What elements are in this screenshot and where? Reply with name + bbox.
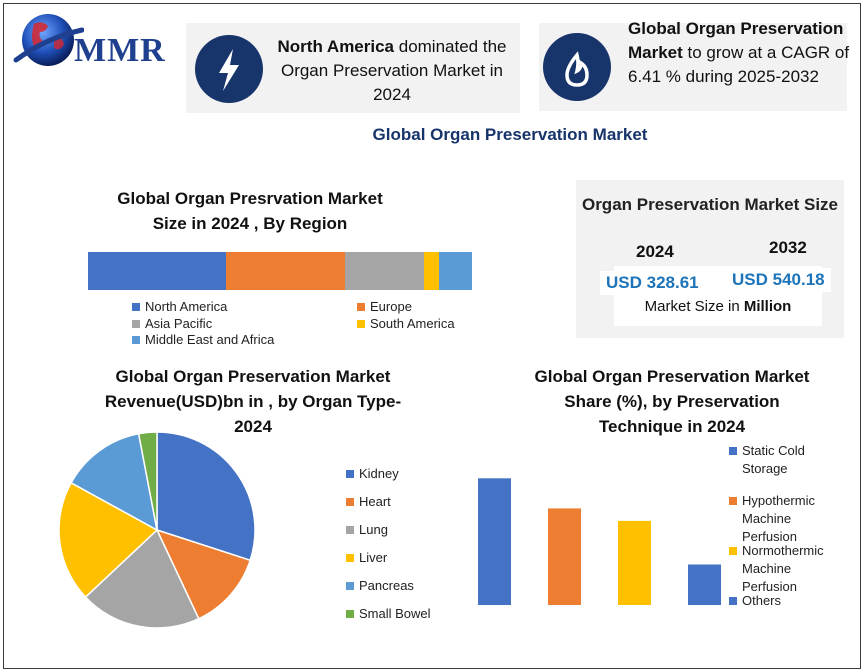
market-size-title: Organ Preservation Market Size bbox=[581, 195, 839, 214]
legend-swatch bbox=[346, 497, 354, 506]
callout-left-circle bbox=[195, 35, 263, 103]
legend-heart: Heart bbox=[346, 494, 391, 509]
legend-middle-east-and-africa: Middle East and Africa bbox=[132, 332, 274, 347]
legend-label: Liver bbox=[359, 550, 388, 565]
pie-slice-kidney bbox=[156, 431, 256, 562]
logo-text: MMR bbox=[74, 32, 166, 69]
legend-europe: Europe bbox=[357, 299, 412, 314]
legend-label: Asia Pacific bbox=[145, 316, 213, 331]
legend-label: Europe bbox=[370, 299, 412, 314]
year-2032: 2032 bbox=[769, 238, 807, 257]
legend-label: North America bbox=[145, 299, 228, 314]
market-size-note-prefix: Market Size in bbox=[644, 298, 744, 315]
legend-swatch bbox=[346, 553, 354, 562]
legend-label: Static Cold Storage bbox=[742, 443, 805, 476]
callout-left-bold: North America bbox=[277, 37, 395, 56]
legend-label: Kidney bbox=[359, 466, 399, 481]
legend-swatch bbox=[729, 447, 737, 455]
legend-south-america: South America bbox=[357, 316, 455, 331]
legend-swatch bbox=[729, 497, 737, 505]
legend-kidney: Kidney bbox=[346, 466, 399, 481]
bar-hypothermic-machine-perfusion bbox=[548, 508, 581, 605]
legend-hypothermic-machine-perfusion: Hypothermic Machine Perfusion bbox=[729, 492, 841, 546]
legend-swatch bbox=[132, 335, 140, 344]
legend-swatch bbox=[729, 597, 737, 605]
bar-normothermic-machine-perfusion bbox=[618, 520, 651, 605]
pie-slice-heart bbox=[155, 528, 252, 620]
legend-normothermic-machine-perfusion: Normothermic Machine Perfusion bbox=[729, 542, 841, 596]
legend-swatch bbox=[132, 302, 140, 311]
legend-swatch bbox=[346, 525, 354, 534]
market-size-box: Organ Preservation Market Size 2024 2032… bbox=[576, 180, 844, 338]
value-2024: USD 328.61 bbox=[600, 271, 705, 295]
bar-others bbox=[688, 564, 721, 605]
callout-right-text: Global Organ Preservation Market to grow… bbox=[628, 17, 850, 89]
legend-pancreas: Pancreas bbox=[346, 578, 414, 593]
legend-swatch bbox=[346, 469, 354, 478]
legend-lung: Lung bbox=[346, 522, 388, 537]
market-size-note: Market Size in Million bbox=[614, 298, 822, 315]
legend-swatch bbox=[357, 302, 365, 311]
globe-icon bbox=[13, 14, 84, 66]
callout-north-america: North America dominated the Organ Preser… bbox=[186, 23, 520, 113]
flame-icon bbox=[565, 51, 589, 87]
callout-right-circle bbox=[543, 33, 611, 101]
legend-liver: Liver bbox=[346, 550, 387, 565]
main-title: Global Organ Preservation Market bbox=[372, 125, 648, 144]
bar-static-cold-storage bbox=[478, 478, 511, 605]
region-chart-title: Global Organ Presrvation Market Size in … bbox=[117, 189, 383, 233]
callout-right-rest: to grow at a CAGR of 6.41 % during 2025-… bbox=[628, 43, 850, 86]
legend-label: Normothermic Machine Perfusion bbox=[742, 543, 824, 594]
pie-slice-small-bowel bbox=[137, 431, 158, 531]
pie-slice-lung bbox=[84, 528, 200, 629]
legend-label: Pancreas bbox=[359, 578, 414, 593]
callout-right-bold: Global Organ Preservation Market bbox=[628, 19, 844, 62]
legend-label: Heart bbox=[359, 494, 391, 509]
year-2024: 2024 bbox=[636, 242, 674, 261]
pie-slice-liver bbox=[58, 481, 159, 599]
segment-north-america bbox=[88, 252, 227, 290]
organ-pie-chart bbox=[58, 431, 256, 629]
legend-label: Others bbox=[742, 593, 782, 608]
lightning-icon bbox=[219, 49, 239, 91]
legend-label: Middle East and Africa bbox=[145, 332, 275, 347]
legend-label: South America bbox=[370, 316, 455, 331]
legend-swatch bbox=[132, 319, 140, 328]
market-size-note-unit: Million bbox=[743, 298, 792, 315]
mmr-logo: MMR bbox=[12, 8, 172, 78]
value-2032: USD 540.18 bbox=[726, 268, 831, 292]
callout-left-text: North America dominated the Organ Preser… bbox=[270, 35, 514, 107]
legend-static-cold-storage: Static Cold Storage bbox=[729, 442, 841, 478]
legend-label: Small Bowel bbox=[359, 606, 431, 621]
legend-north-america: North America bbox=[132, 299, 227, 314]
legend-swatch bbox=[346, 581, 354, 590]
legend-swatch bbox=[357, 319, 365, 328]
legend-label: Hypothermic Machine Perfusion bbox=[742, 493, 815, 544]
pie-slice-pancreas bbox=[70, 432, 159, 532]
segment-south-america bbox=[423, 252, 440, 290]
legend-others: Others bbox=[729, 592, 841, 610]
legend-swatch bbox=[346, 609, 354, 618]
technique-bar-chart bbox=[478, 478, 721, 605]
segment-asia-pacific bbox=[345, 252, 424, 290]
segment-middle-east-and-africa bbox=[439, 252, 472, 290]
legend-asia-pacific: Asia Pacific bbox=[132, 316, 212, 331]
organ-chart-title: Global Organ Preservation Market Revenue… bbox=[104, 367, 402, 436]
segment-europe bbox=[226, 252, 346, 290]
legend-label: Lung bbox=[359, 522, 388, 537]
callout-left-rest: dominated the Organ Preservation Market … bbox=[280, 37, 507, 104]
region-stacked-bar bbox=[88, 252, 472, 290]
technique-chart-title: Global Organ Preservation Market Share (… bbox=[534, 367, 810, 436]
legend-small-bowel: Small Bowel bbox=[346, 606, 431, 621]
callout-cagr: Global Organ Preservation Market to grow… bbox=[539, 19, 849, 111]
legend-swatch bbox=[729, 547, 737, 555]
